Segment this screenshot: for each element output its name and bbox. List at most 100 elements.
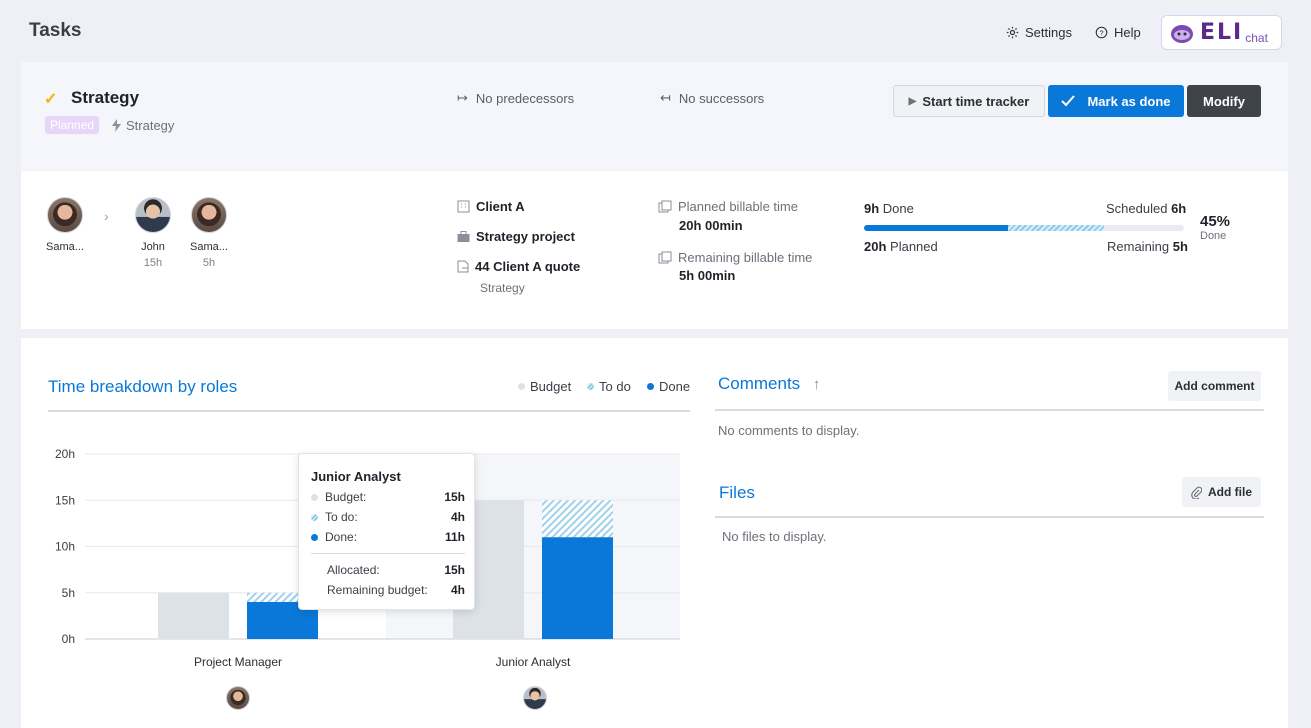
chart-tooltip: Junior Analyst Budget: 15h To do: 4h Don…: [298, 453, 475, 610]
comments-title: Comments ↑: [718, 374, 820, 394]
planned-hours: 20h Planned: [864, 239, 938, 254]
avatar[interactable]: [47, 197, 83, 233]
document-icon: [457, 260, 469, 273]
remaining-hours: Remaining 5h: [1107, 239, 1188, 254]
avatar[interactable]: [191, 197, 227, 233]
tooltip-todo-row: To do: 4h: [311, 510, 465, 524]
tooltip-remaining-value: 4h: [450, 583, 465, 597]
modify-button[interactable]: Modify: [1187, 85, 1261, 117]
eli-chat-button[interactable]: ELI chat: [1161, 15, 1282, 50]
y-tick-label: 5h: [62, 586, 75, 600]
mark-as-done-button[interactable]: Mark as done: [1048, 85, 1184, 117]
tooltip-budget-label: Budget:: [325, 490, 367, 504]
lightning-icon: [112, 119, 121, 132]
budget-bar: [158, 592, 229, 639]
progress-bar: [864, 225, 1184, 231]
avatar[interactable]: [523, 686, 547, 710]
predecessors-label: No predecessors: [475, 90, 575, 106]
done-dot-icon: [311, 533, 318, 541]
project-link[interactable]: Strategy project: [457, 229, 575, 244]
settings-label: Settings: [1025, 25, 1072, 40]
assignee-hours: 15h: [143, 257, 163, 269]
add-file-label: Add file: [1208, 485, 1252, 499]
files-title: Files: [719, 483, 755, 502]
planned-billable-text: Planned billable time: [678, 199, 798, 214]
assignee-name: Sama...: [190, 241, 228, 253]
comments-empty: No comments to display.: [718, 423, 860, 438]
assignee-hours: 5h: [202, 257, 216, 269]
legend-done[interactable]: Done: [647, 379, 690, 394]
client-link[interactable]: Client A: [457, 199, 525, 214]
quote-link[interactable]: 44 Client A quote: [457, 259, 580, 274]
files-empty: No files to display.: [722, 529, 827, 544]
legend-todo-label: To do: [599, 379, 631, 394]
planned-hours-label: Planned: [890, 239, 938, 254]
paperclip-icon: [1191, 486, 1202, 499]
chevron-right-icon: ›: [104, 208, 109, 224]
successors: ↤ No successors: [660, 90, 764, 106]
mark-done-label: Mark as done: [1087, 93, 1171, 109]
done-percent: 45%: [1200, 213, 1231, 230]
assignee-name: Sama...: [46, 241, 84, 253]
tooltip-done-value: 11h: [444, 530, 465, 544]
top-bar: Tasks Settings ? Help ELI chat: [0, 0, 1311, 60]
tooltip-todo-label: To do:: [325, 510, 358, 524]
tooltip-budget-row: Budget: 15h: [311, 490, 465, 504]
comments-divider: [715, 409, 1264, 411]
briefcase-icon: [457, 230, 470, 242]
avatar[interactable]: [135, 197, 171, 233]
play-icon: ▶: [908, 95, 917, 107]
check-icon: [1061, 95, 1076, 107]
legend-todo[interactable]: To do: [587, 379, 631, 394]
breakdown-title: Time breakdown by roles: [48, 377, 238, 396]
status-badge: Planned: [45, 116, 100, 134]
todo-dot-icon: [311, 513, 318, 521]
done-dot-icon: [647, 383, 654, 390]
help-link[interactable]: ? Help: [1095, 25, 1141, 40]
start-time-tracker-button[interactable]: ▶ Start time tracker: [893, 85, 1045, 117]
scheduled-value: 6h: [1171, 201, 1187, 216]
tooltip-divider: [311, 553, 465, 554]
y-tick-label: 0h: [62, 632, 75, 646]
arrow-left-bar-icon: ↤: [660, 90, 671, 105]
start-tracker-label: Start time tracker: [922, 93, 1030, 109]
tooltip-done-row: Done: 11h: [311, 530, 465, 544]
settings-link[interactable]: Settings: [1006, 25, 1072, 40]
predecessors: ↦ No predecessors: [457, 90, 574, 106]
todo-bar: [247, 592, 318, 602]
task-title: Strategy: [71, 88, 140, 107]
coins-icon: [658, 200, 672, 213]
phase-label: Strategy: [126, 118, 175, 133]
help-label: Help: [1114, 25, 1141, 40]
tooltip-allocated-label: Allocated:: [327, 563, 380, 577]
scheduled-hours: Scheduled 6h: [1106, 201, 1186, 216]
avatar[interactable]: [226, 686, 250, 710]
done-hours-label: Done: [882, 201, 914, 216]
arrow-right-bar-icon: ↦: [457, 90, 468, 105]
checkmark-icon: ✓: [44, 91, 58, 108]
gear-icon: [1006, 26, 1019, 39]
page-title: Tasks: [29, 20, 82, 41]
progress-done-fill: [864, 225, 1008, 231]
legend-done-label: Done: [659, 379, 691, 394]
comments-title-label: Comments: [718, 374, 801, 393]
done-hours-value: 9h: [864, 201, 880, 216]
remaining-label: Remaining: [1107, 239, 1170, 254]
project-label: Strategy project: [476, 229, 575, 244]
quote-label: 44 Client A quote: [475, 259, 581, 274]
x-category-label: Project Manager: [193, 655, 283, 669]
done-percent-label: Done: [1200, 230, 1227, 242]
legend-budget[interactable]: Budget: [518, 379, 571, 394]
sort-arrow-up-icon[interactable]: ↑: [812, 376, 821, 393]
building-icon: [457, 200, 470, 213]
add-comment-button[interactable]: Add comment: [1168, 371, 1261, 401]
tooltip-allocated-value: 15h: [444, 563, 465, 577]
eli-mascot-icon: [1171, 24, 1193, 43]
x-category-label: Junior Analyst: [495, 655, 571, 669]
y-tick-label: 10h: [55, 540, 75, 554]
successors-label: No successors: [678, 90, 765, 106]
tooltip-budget-value: 15h: [444, 490, 465, 504]
svg-text:?: ?: [1099, 28, 1103, 37]
add-file-button[interactable]: Add file: [1182, 477, 1261, 507]
help-icon: ?: [1095, 26, 1108, 39]
